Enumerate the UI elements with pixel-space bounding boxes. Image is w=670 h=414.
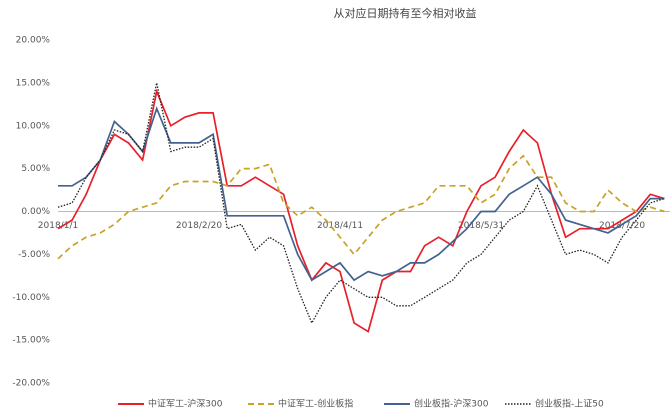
y-tick-label: -5.00%: [18, 250, 50, 260]
y-tick-label: 20.00%: [16, 36, 51, 46]
y-tick-label: 10.00%: [16, 121, 51, 131]
legend-label: 中证军工-创业板指: [278, 398, 353, 410]
y-tick-label: 0.00%: [21, 207, 50, 217]
y-tick-label: 15.00%: [16, 78, 51, 88]
x-tick-label: 2018/1/1: [38, 221, 78, 231]
y-tick-label: -20.00%: [12, 379, 50, 389]
chart-title: 从对应日期持有至今相对收益: [334, 6, 477, 20]
x-tick-label: 2018/4/11: [317, 221, 363, 231]
legend-label: 创业板指-上证50: [535, 398, 604, 410]
series-line: [58, 106, 665, 282]
x-tick-label: 2018/7/20: [599, 221, 645, 231]
y-tick-label: 5.00%: [21, 164, 50, 174]
x-tick-label: 2018/2/20: [176, 221, 222, 231]
y-tick-label: -10.00%: [12, 293, 50, 303]
series-line: [57, 154, 665, 260]
series-line: [57, 88, 665, 333]
y-tick-label: -15.00%: [12, 336, 50, 346]
series-line: [57, 82, 665, 325]
legend-label: 创业板指-沪深300: [414, 398, 489, 410]
legend-label: 中证军工-沪深300: [148, 398, 223, 410]
x-tick-label: 2018/5/31: [458, 221, 504, 231]
